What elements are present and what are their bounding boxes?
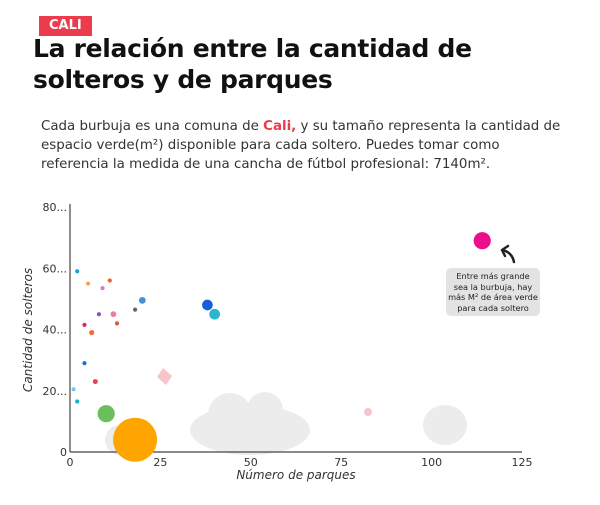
bubble: [138, 297, 146, 304]
x-axis-label: Número de parques: [236, 468, 355, 482]
x-tick-label: 50: [244, 456, 258, 469]
bubble: [209, 308, 220, 320]
bubble: [473, 232, 491, 250]
data-points: [71, 232, 491, 462]
description: Cada burbuja es una comuna de Cali, y su…: [41, 117, 571, 174]
bubble: [114, 321, 120, 326]
description-highlight: Cali,: [263, 119, 297, 134]
bubble: [113, 417, 158, 462]
bubble: [71, 387, 76, 392]
bubble: [107, 278, 112, 283]
bubble: [85, 281, 91, 286]
page-title: La relación entre la cantidad de soltero…: [33, 34, 472, 94]
annotation: Entre más grande sea la burbuja, hay más…: [446, 268, 540, 316]
bubble: [110, 311, 117, 318]
y-tick-label: 80...: [43, 201, 68, 214]
y-axis-label: Cantidad de solteros: [21, 268, 35, 392]
bubble: [132, 307, 138, 312]
bubble: [92, 379, 98, 385]
axes: 0 25 50 75 100 125 0 20... 40... 60... 80...: [43, 201, 533, 469]
description-text: Cada burbuja es una comuna de: [41, 119, 264, 134]
bubble: [82, 361, 87, 366]
city-tag: CALI: [39, 16, 92, 36]
x-tick-label: 0: [67, 456, 74, 469]
bubble: [82, 322, 87, 328]
y-tick-label: 0: [60, 446, 67, 459]
arrow-icon: [500, 244, 516, 264]
x-tick-label: 25: [153, 456, 167, 469]
bubble: [100, 286, 105, 291]
y-tick-label: 60...: [43, 262, 68, 275]
x-tick-label: 75: [334, 456, 348, 469]
x-tick-label: 125: [512, 456, 533, 469]
bubble: [89, 329, 95, 336]
y-tick-label: 20...: [43, 385, 68, 398]
bubble: [96, 312, 102, 317]
bubble: [97, 405, 115, 423]
bubble: [75, 399, 80, 404]
bubble: [75, 269, 80, 274]
bubble: [202, 299, 213, 311]
description-text-rest: y su tamaño representa la cantidad de es…: [41, 119, 561, 172]
x-tick-label: 100: [421, 456, 442, 469]
y-tick-label: 40...: [43, 324, 68, 337]
background-illustration: [105, 368, 467, 455]
